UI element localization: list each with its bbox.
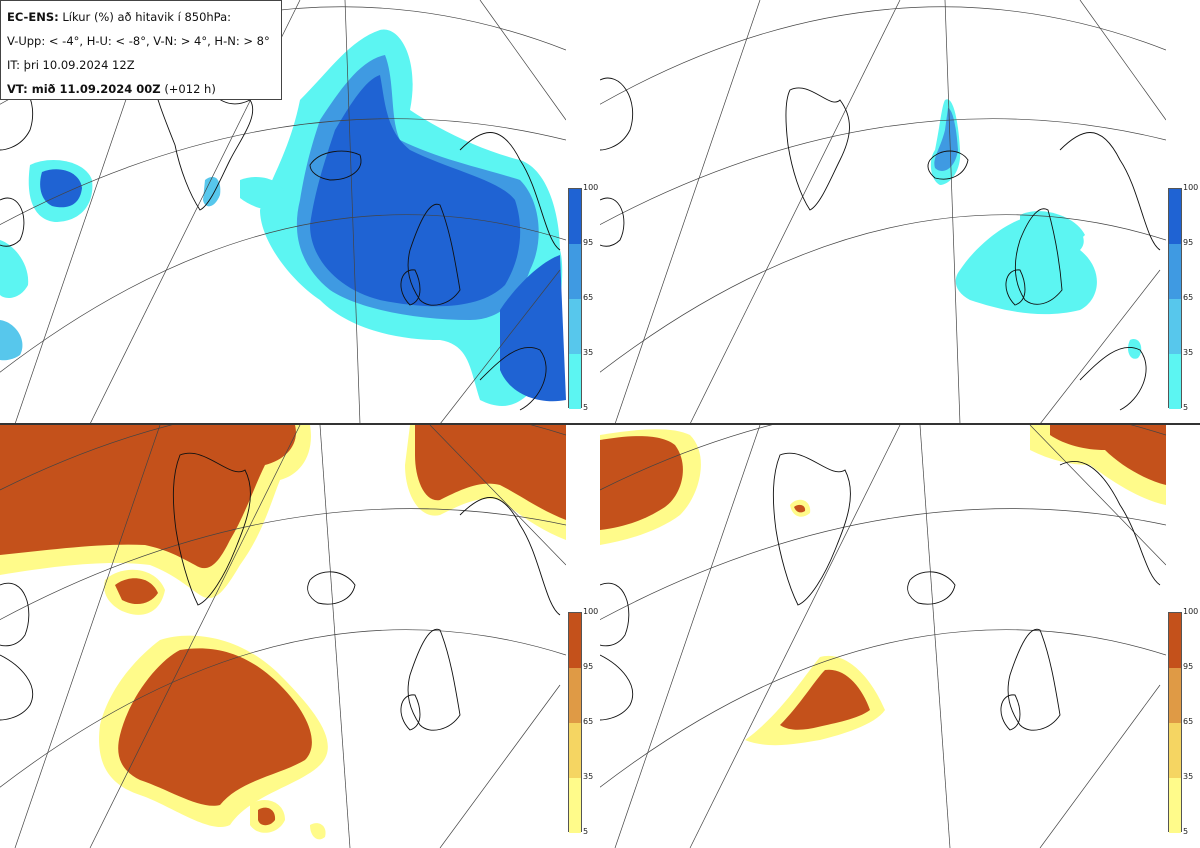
- colorbar-band: [1169, 189, 1181, 244]
- colorbar-band: [569, 723, 581, 778]
- probability-field: [600, 425, 1166, 746]
- graticule: [600, 0, 1166, 424]
- colorbar-tick-label: 95: [583, 238, 594, 247]
- colorbar-band: [569, 299, 581, 354]
- map-panel-warm-strong: [600, 425, 1166, 848]
- graticule: [0, 425, 566, 848]
- colorbar-tick-label: 65: [1183, 293, 1194, 302]
- colorbar-band: [569, 778, 581, 833]
- coastlines: [600, 452, 1161, 731]
- map-panel-warm-moderate: [0, 425, 566, 848]
- colorbar-band: [1169, 723, 1181, 778]
- coastlines: [0, 452, 561, 731]
- probability-field: [930, 99, 1142, 359]
- colorbar-tick-label: 65: [583, 293, 594, 302]
- legend-valid-time: VT: mið 11.09.2024 00Z: [7, 82, 161, 96]
- colorbar-band: [1169, 613, 1181, 668]
- legend-line-1: EC-ENS: Líkur (%) að hitavik í 850hPa:: [7, 5, 275, 29]
- colorbar-tick-label: 100: [583, 607, 599, 616]
- colorbar-tick-label: 5: [1183, 827, 1189, 836]
- legend-valid-offset: (+012 h): [164, 82, 216, 96]
- colorbar-cold-strong: [1168, 188, 1182, 409]
- colorbar-tick-label: 5: [583, 827, 589, 836]
- colorbar-band: [569, 613, 581, 668]
- colorbar-band: [1169, 354, 1181, 409]
- colorbar-tick-label: 65: [1183, 717, 1194, 726]
- colorbar-band: [569, 668, 581, 723]
- legend-model: EC-ENS:: [7, 10, 59, 24]
- colorbar-warm-strong: [1168, 612, 1182, 833]
- probability-map-warm-strong: [600, 425, 1166, 848]
- colorbar-tick-label: 95: [583, 662, 594, 671]
- colorbar-tick-label: 100: [1183, 607, 1199, 616]
- legend-thresholds: V-Upp: < -4°, H-U: < -8°, V-N: > 4°, H-N…: [7, 34, 270, 48]
- colorbar-tick-label: 35: [583, 348, 594, 357]
- colorbar-band: [569, 354, 581, 409]
- probability-map-cold-moderate: [0, 0, 566, 424]
- colorbar-tick-label: 100: [583, 183, 599, 192]
- colorbar-tick-label: 35: [1183, 772, 1194, 781]
- graticule: [600, 425, 1166, 848]
- legend-title: Líkur (%) að hitavik í 850hPa:: [62, 10, 232, 24]
- colorbar-tick-label: 35: [1183, 348, 1194, 357]
- colorbar-tick-label: 5: [583, 403, 589, 412]
- coastlines: [600, 77, 1161, 411]
- map-legend: EC-ENS: Líkur (%) að hitavik í 850hPa: V…: [0, 0, 282, 100]
- colorbar-tick-label: 95: [1183, 238, 1194, 247]
- colorbar-band: [1169, 244, 1181, 299]
- colorbar-cold-moderate: [568, 188, 582, 409]
- probability-map-cold-strong: [600, 0, 1166, 424]
- colorbar-tick-label: 35: [583, 772, 594, 781]
- colorbar-tick-label: 95: [1183, 662, 1194, 671]
- colorbar-tick-label: 5: [1183, 403, 1189, 412]
- legend-line-4: VT: mið 11.09.2024 00Z (+012 h): [7, 77, 275, 101]
- probability-map-warm-moderate: [0, 425, 566, 848]
- colorbar-tick-label: 65: [583, 717, 594, 726]
- colorbar-band: [569, 189, 581, 244]
- probability-field: [0, 29, 566, 406]
- colorbar-band: [1169, 299, 1181, 354]
- colorbar-band: [1169, 778, 1181, 833]
- colorbar-band: [569, 244, 581, 299]
- colorbar-band: [1169, 668, 1181, 723]
- legend-issue-time: IT: þri 10.09.2024 12Z: [7, 58, 135, 72]
- colorbar-warm-moderate: [568, 612, 582, 833]
- panel-divider-horizontal: [0, 423, 1200, 425]
- probability-field: [0, 425, 566, 840]
- colorbar-tick-label: 100: [1183, 183, 1199, 192]
- map-panel-cold-moderate: EC-ENS: Líkur (%) að hitavik í 850hPa: V…: [0, 0, 566, 424]
- map-panel-cold-strong: [600, 0, 1166, 424]
